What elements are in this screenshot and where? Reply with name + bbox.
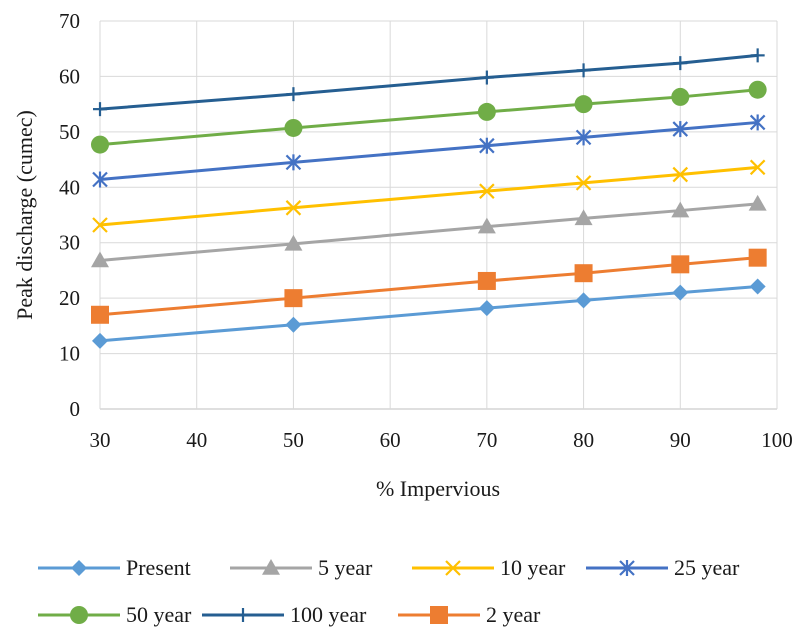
- data-point: [749, 278, 766, 295]
- data-point: [91, 305, 109, 324]
- data-point: [91, 135, 109, 154]
- legend-marker: [70, 606, 88, 624]
- y-tick-label: 70: [59, 9, 80, 33]
- data-point: [672, 166, 689, 183]
- data-point: [574, 264, 593, 283]
- x-tick-label: 60: [380, 428, 401, 452]
- x-tick-label: 70: [476, 428, 497, 452]
- data-point: [575, 175, 592, 191]
- data-point: [574, 95, 593, 114]
- series-10-year: [92, 159, 766, 233]
- y-tick-label: 50: [59, 120, 80, 144]
- data-point: [284, 234, 303, 251]
- data-point: [575, 129, 592, 146]
- x-tick-label: 100: [761, 428, 793, 452]
- data-point: [284, 118, 303, 137]
- data-point: [576, 63, 591, 78]
- data-point: [285, 316, 302, 333]
- data-point: [748, 80, 767, 99]
- data-point: [91, 251, 109, 268]
- series-line: [99, 88, 758, 147]
- legend-marker: [445, 560, 461, 576]
- data-point: [285, 154, 302, 171]
- x-tick-label: 50: [283, 428, 304, 452]
- data-point: [575, 292, 592, 309]
- legend-label: 50 year: [126, 602, 192, 627]
- x-tick-label: 80: [573, 428, 594, 452]
- series-25-year: [92, 114, 766, 188]
- data-point: [477, 102, 496, 121]
- series-line: [99, 53, 758, 111]
- data-point: [92, 217, 108, 233]
- data-point: [673, 56, 688, 71]
- legend-label: 5 year: [318, 555, 373, 580]
- y-tick-label: 20: [59, 286, 80, 310]
- data-point: [92, 332, 108, 349]
- data-point: [749, 114, 766, 131]
- data-point: [749, 159, 766, 176]
- legend-label: Present: [126, 555, 191, 580]
- legend-marker: [430, 606, 448, 624]
- data-point: [284, 289, 303, 308]
- legend-label: 10 year: [500, 555, 566, 580]
- y-tick-label: 60: [59, 64, 80, 88]
- legend-marker: [236, 608, 250, 622]
- data-point: [672, 121, 689, 138]
- data-point: [479, 183, 495, 199]
- y-tick-label: 10: [59, 342, 80, 366]
- legend-marker: [71, 560, 87, 576]
- series-line: [99, 202, 758, 262]
- legend-item: 2 year: [398, 602, 541, 627]
- legend-marker: [619, 560, 635, 576]
- data-point: [478, 300, 495, 317]
- y-axis-title: Peak discharge (cumec): [12, 110, 37, 320]
- series-line: [99, 285, 758, 343]
- data-point: [748, 248, 767, 267]
- series-line: [99, 165, 758, 227]
- data-point: [477, 217, 496, 234]
- legend-label: 2 year: [486, 602, 541, 627]
- legend-label: 100 year: [290, 602, 367, 627]
- legend-item: 5 year: [230, 555, 373, 580]
- legend-item: 25 year: [586, 555, 740, 580]
- y-tick-label: 40: [59, 175, 80, 199]
- x-tick-label: 90: [670, 428, 691, 452]
- x-tick-label: 40: [186, 428, 207, 452]
- series-present: [92, 278, 766, 349]
- data-point: [748, 194, 767, 211]
- legend-label: 25 year: [674, 555, 740, 580]
- y-tick-label: 30: [59, 231, 80, 255]
- axes: 0 10 20 30 40 50 60 70 30 40 50 60 70 80 90 100: [59, 9, 793, 452]
- x-tick-label: 30: [90, 428, 111, 452]
- data-point: [750, 48, 765, 63]
- data-point: [285, 200, 302, 216]
- series-5-year: [91, 194, 767, 268]
- data-point: [479, 70, 494, 85]
- legend-marker: [262, 559, 280, 575]
- data-point: [671, 201, 690, 218]
- data-point: [671, 255, 690, 274]
- data-point: [92, 171, 108, 188]
- data-point: [93, 102, 107, 117]
- series-100-year: [93, 48, 765, 117]
- data-point: [574, 209, 593, 226]
- legend: Present 5 year 10 year 25 year 50 year 100 ye…: [38, 555, 740, 627]
- data-point: [479, 137, 495, 154]
- series-group: [91, 48, 767, 349]
- y-tick-label: 0: [70, 397, 81, 421]
- series-50-year: [91, 80, 767, 154]
- legend-item: 100 year: [202, 602, 367, 627]
- series-line: [99, 120, 758, 182]
- data-point: [672, 284, 689, 301]
- x-axis-title: % Impervious: [376, 476, 500, 501]
- legend-item: 50 year: [38, 602, 192, 627]
- data-point: [286, 87, 301, 102]
- series-line: [99, 256, 758, 317]
- series-2-year: [91, 248, 767, 324]
- data-point: [671, 87, 690, 106]
- data-point: [477, 271, 496, 290]
- legend-item: Present: [38, 555, 191, 580]
- legend-item: 10 year: [412, 555, 566, 580]
